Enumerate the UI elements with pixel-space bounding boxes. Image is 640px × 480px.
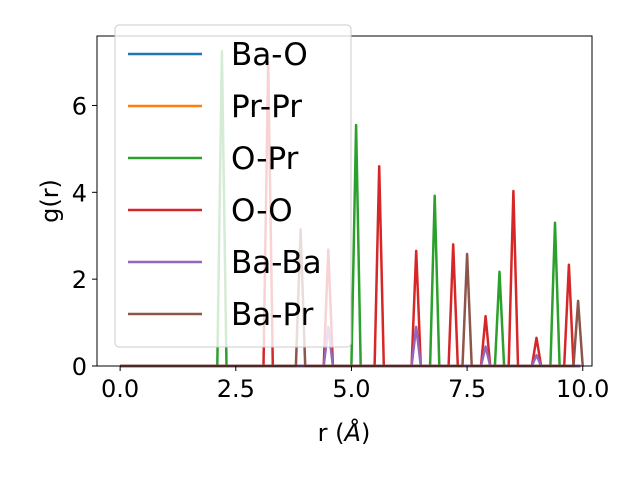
y-tick-label: 6 bbox=[72, 92, 87, 120]
y-axis-ticks: 0 2 4 6 bbox=[72, 92, 97, 381]
legend-label-ba-pr: Ba-Pr bbox=[231, 297, 314, 333]
x-tick-label: 7.5 bbox=[448, 375, 486, 403]
legend-label-pr-pr: Pr-Pr bbox=[231, 89, 302, 125]
x-tick-label: 2.5 bbox=[217, 375, 255, 403]
legend-label-ba-o: Ba-O bbox=[231, 37, 308, 73]
legend-label-o-o: O-O bbox=[231, 193, 293, 229]
x-axis-label: r (Å) bbox=[318, 418, 371, 447]
y-axis-label: g(r) bbox=[36, 179, 64, 223]
x-tick-label: 5.0 bbox=[332, 375, 370, 403]
y-tick-label: 4 bbox=[72, 179, 87, 207]
x-tick-label: 10.0 bbox=[556, 375, 609, 403]
y-tick-label: 0 bbox=[72, 353, 87, 381]
x-axis-ticks: 0.0 2.5 5.0 7.5 10.0 bbox=[101, 366, 609, 403]
legend-label-ba-ba: Ba-Ba bbox=[231, 245, 322, 281]
legend: Ba-O Pr-Pr O-Pr O-O Ba-Ba Ba-Pr bbox=[114, 24, 352, 348]
x-tick-label: 0.0 bbox=[101, 375, 139, 403]
legend-label-o-pr: O-Pr bbox=[231, 141, 299, 177]
y-tick-label: 2 bbox=[72, 266, 87, 294]
